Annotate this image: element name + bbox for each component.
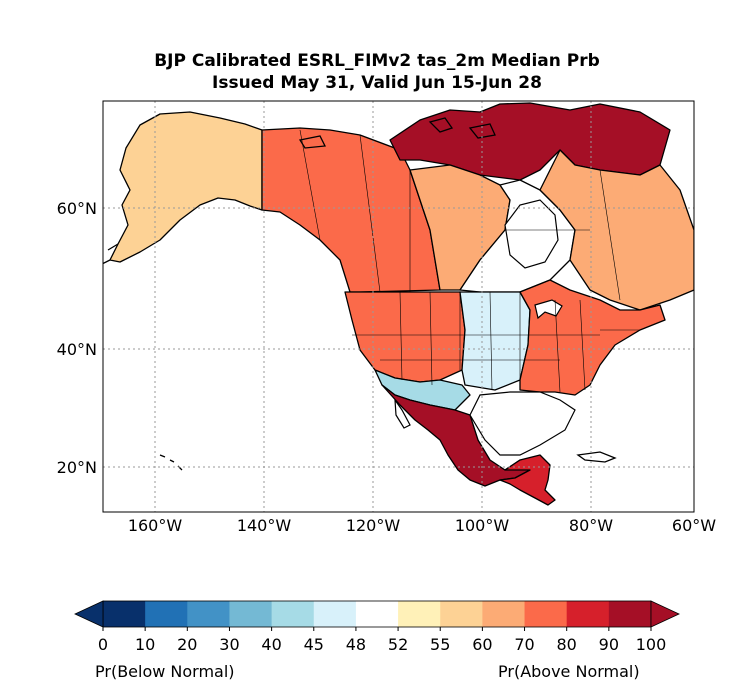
region-labrador — [539, 149, 694, 311]
colorbar-cell — [398, 601, 441, 627]
gridlines — [103, 101, 694, 512]
colorbar-extend-left — [74, 600, 104, 628]
colorbar-tick-label: 30 — [219, 635, 239, 654]
lon-tick-120w: 120°W — [346, 516, 401, 535]
colorbar-tick-label: 55 — [430, 635, 450, 654]
colorbar-tick-label: 40 — [261, 635, 281, 654]
colorbar-tick-label: 60 — [472, 635, 492, 654]
lon-tick-80w: 80°W — [569, 516, 613, 535]
colorbar-tick-label: 52 — [388, 635, 408, 654]
gulf-of-mexico — [469, 391, 576, 456]
colorbar-tick-label: 70 — [514, 635, 534, 654]
region-west-canada — [261, 127, 441, 293]
colorbar-tick-label: 45 — [304, 635, 324, 654]
cuba-island — [576, 451, 617, 463]
colorbar-extend-right — [650, 600, 680, 628]
lat-tick-60n: 60°N — [57, 199, 97, 218]
colorbar-cell — [355, 601, 399, 627]
colorbar-tick-label: 100 — [636, 635, 667, 654]
colorbar-cell — [566, 601, 610, 627]
lon-tick-160w: 160°W — [128, 516, 183, 535]
colorbar-cell — [524, 601, 568, 627]
colorbar-cell — [482, 601, 526, 627]
colorbar-tick-label: 90 — [599, 635, 619, 654]
hudson-bay — [504, 199, 559, 269]
colorbar-tick-label: 48 — [346, 635, 366, 654]
colorbar-cell — [271, 601, 315, 627]
colorbar-cell — [145, 601, 188, 627]
map-title-line1: BJP Calibrated ESRL_FIMv2 tas_2m Median … — [154, 51, 600, 71]
aleutian-islands — [103, 243, 119, 265]
colorbar-tick-label: 0 — [98, 635, 108, 654]
colorbar-caption-below: Pr(Below Normal) — [95, 662, 235, 681]
colorbar-tick-label: 80 — [557, 635, 577, 654]
map-title-line2: Issued May 31, Valid Jun 15-Jun 28 — [212, 73, 542, 93]
internal-borders — [299, 129, 640, 393]
colorbar-cell — [103, 601, 146, 627]
lon-tick-140w: 140°W — [237, 516, 292, 535]
lat-tick-40n: 40°N — [57, 340, 97, 359]
colorbar-cell — [187, 601, 230, 627]
colorbar-tick-label: 20 — [177, 635, 197, 654]
lon-tick-100w: 100°W — [455, 516, 510, 535]
lon-tick-60w: 60°W — [672, 516, 716, 535]
colorbar-cell — [313, 601, 357, 627]
region-alaska — [109, 111, 263, 263]
colorbar-cell — [440, 601, 483, 627]
colorbar-caption-above: Pr(Above Normal) — [498, 662, 640, 681]
baja-gulf — [394, 397, 411, 429]
arctic-islands — [298, 117, 496, 149]
colorbar-cell — [229, 601, 273, 627]
lat-tick-20n: 20°N — [57, 458, 97, 477]
map-frame — [102, 100, 695, 513]
colorbar-tick-label: 10 — [135, 635, 155, 654]
colorbar-cell — [608, 601, 652, 627]
